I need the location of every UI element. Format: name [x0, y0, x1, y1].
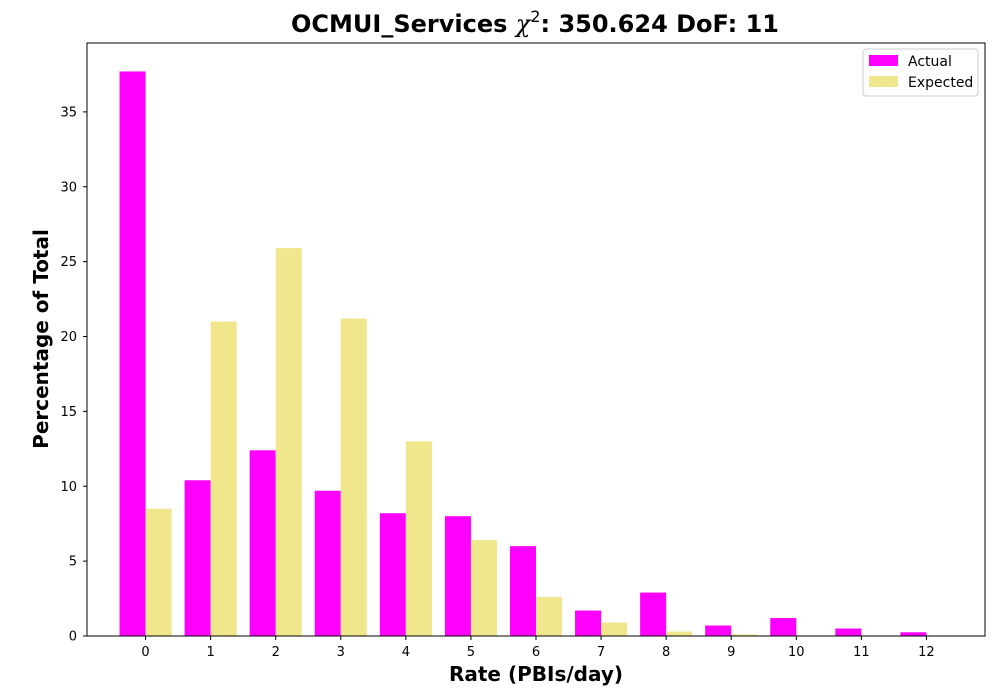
x-tick-label-4: 4	[402, 645, 410, 660]
bar-expected-1	[210, 321, 237, 636]
x-axis-ticks: 0 1 2 3 4 5 6 7 8 9 10 11 12	[141, 636, 935, 660]
y-tick-label-10: 10	[60, 480, 77, 495]
bar-expected-3	[340, 318, 367, 636]
x-tick-label-3: 3	[337, 645, 345, 660]
x-tick-label-2: 2	[272, 645, 280, 660]
y-tick-label-5: 5	[69, 555, 77, 570]
x-tick-label-5: 5	[467, 645, 475, 660]
bar-actual-10	[770, 618, 797, 636]
bar-expected-7	[601, 622, 628, 636]
bar-expected-9	[731, 634, 758, 636]
bar-actual-8	[640, 592, 667, 636]
legend-label-actual: Actual	[908, 54, 952, 70]
bar-actual-9	[705, 625, 732, 636]
y-tick-label-0: 0	[69, 630, 77, 645]
bar-expected-8	[666, 631, 693, 636]
legend-swatch-actual	[869, 55, 898, 66]
y-tick-label-35: 35	[60, 105, 77, 120]
x-tick-label-6: 6	[532, 645, 540, 660]
chart-title-prefix: OCMUI_Services	[291, 10, 516, 38]
bars-group	[119, 71, 927, 636]
bar-actual-11	[835, 628, 862, 636]
plot-frame	[86, 42, 986, 637]
bar-actual-0	[119, 71, 146, 636]
y-tick-label-25: 25	[60, 255, 77, 270]
y-tick-label-20: 20	[60, 330, 77, 345]
bar-actual-4	[379, 513, 406, 636]
legend-label-expected: Expected	[908, 75, 973, 91]
legend-swatch-expected	[869, 76, 898, 87]
y-tick-label-15: 15	[60, 405, 77, 420]
chart-title-chi-symbol: χ	[514, 10, 532, 38]
x-axis-label: Rate (PBIs/day)	[449, 662, 623, 686]
y-tick-label-30: 30	[60, 180, 77, 195]
bar-expected-6	[536, 597, 563, 636]
x-tick-label-9: 9	[727, 645, 735, 660]
bar-actual-5	[444, 516, 471, 636]
y-axis-label: Percentage of Total	[29, 229, 53, 449]
bar-expected-5	[470, 540, 497, 636]
legend: Actual Expected	[862, 48, 979, 97]
x-tick-label-11: 11	[853, 645, 870, 660]
chart-title-suffix: : 350.624 DoF: 11	[541, 10, 779, 38]
bar-actual-1	[184, 480, 211, 636]
bar-actual-3	[314, 490, 341, 636]
x-tick-label-8: 8	[662, 645, 670, 660]
x-tick-label-10: 10	[788, 645, 805, 660]
chart-title: OCMUI_Services χ2: 350.624 DoF: 11	[291, 7, 779, 38]
y-axis-ticks: 0 5 10 15 20 25 30 35	[60, 105, 87, 645]
bar-expected-0	[145, 508, 172, 636]
bar-expected-4	[405, 441, 432, 636]
bar-actual-12	[900, 632, 927, 636]
bar-actual-6	[509, 546, 536, 636]
bar-expected-2	[275, 248, 302, 636]
x-tick-label-1: 1	[206, 645, 214, 660]
bar-actual-7	[575, 610, 602, 636]
chart-title-exponent: 2	[530, 7, 540, 26]
x-tick-label-0: 0	[141, 645, 149, 660]
bar-actual-2	[249, 450, 276, 636]
x-tick-label-12: 12	[918, 645, 935, 660]
x-tick-label-7: 7	[597, 645, 605, 660]
